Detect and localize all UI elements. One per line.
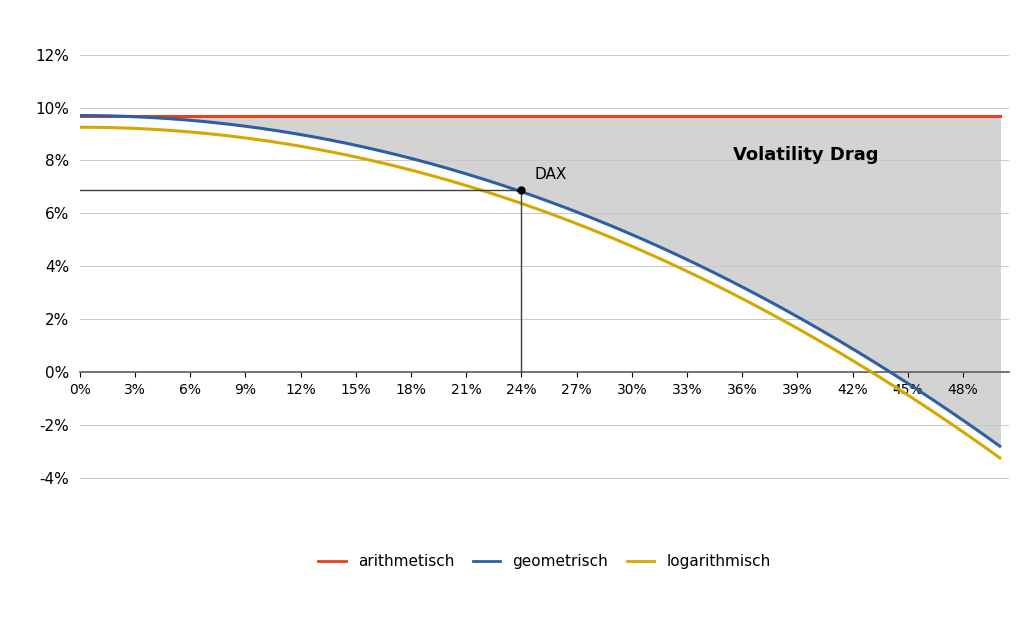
Text: DAX: DAX bbox=[535, 167, 566, 182]
Text: Volatility Drag: Volatility Drag bbox=[733, 146, 879, 164]
Legend: arithmetisch, geometrisch, logarithmisch: arithmetisch, geometrisch, logarithmisch bbox=[312, 548, 776, 575]
